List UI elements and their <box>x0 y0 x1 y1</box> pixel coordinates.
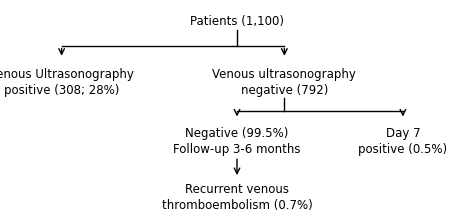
Text: Day 7
positive (0.5%): Day 7 positive (0.5%) <box>358 127 447 156</box>
Text: Recurrent venous
thromboembolism (0.7%): Recurrent venous thromboembolism (0.7%) <box>162 183 312 212</box>
Text: Patients (1,100): Patients (1,100) <box>190 15 284 28</box>
Text: Negative (99.5%)
Follow-up 3-6 months: Negative (99.5%) Follow-up 3-6 months <box>173 127 301 156</box>
Text: Venous Ultrasonography
positive (308; 28%): Venous Ultrasonography positive (308; 28… <box>0 68 134 97</box>
Text: Venous ultrasonography
negative (792): Venous ultrasonography negative (792) <box>212 68 356 97</box>
